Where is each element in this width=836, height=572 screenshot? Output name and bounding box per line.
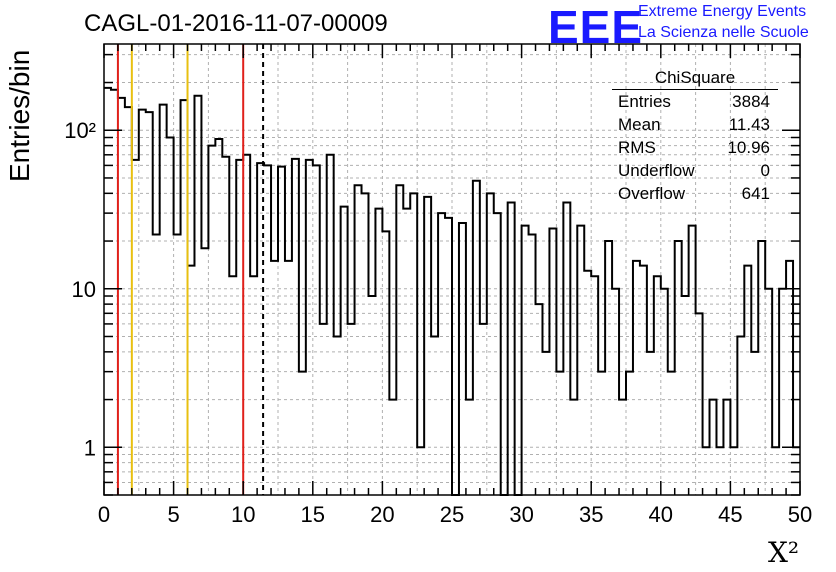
- stats-value: 10.96: [727, 138, 770, 157]
- x-tick-label: 20: [370, 502, 394, 527]
- x-tick-label: 5: [167, 502, 179, 527]
- stats-value: 0: [760, 161, 770, 180]
- eee-logo: EEE: [548, 1, 644, 53]
- brand-line-2: La Scienza nelle Scuole: [638, 24, 809, 41]
- y-tick-label: 1: [84, 435, 96, 460]
- x-tick-label: 50: [788, 502, 812, 527]
- stats-label: Entries: [618, 92, 671, 111]
- stats-row-underflow: Underflow 0: [612, 159, 780, 182]
- x-axis-label: X²: [768, 536, 800, 569]
- chart-title: CAGL-01-2016-11-07-00009: [84, 10, 388, 37]
- brand-line-1: Extreme Energy Events: [638, 3, 807, 20]
- stats-label: Underflow: [618, 161, 695, 180]
- x-tick-label: 30: [509, 502, 533, 527]
- y-axis-label: Entries/bin: [4, 49, 35, 182]
- stats-row-entries: Entries 3884: [612, 90, 780, 113]
- stats-box: ChiSquare Entries 3884 Mean 11.43 RMS 10.96…: [612, 68, 780, 205]
- stats-row-rms: RMS 10.96: [612, 136, 780, 159]
- x-tick-label: 40: [649, 502, 673, 527]
- x-tick-label: 10: [231, 502, 255, 527]
- stats-label: RMS: [618, 138, 656, 157]
- stats-label: Mean: [618, 115, 661, 134]
- x-tick-label: 15: [301, 502, 325, 527]
- stats-row-overflow: Overflow 641: [612, 182, 780, 205]
- x-tick-label: 45: [718, 502, 742, 527]
- y-tick-label: 10: [72, 277, 96, 302]
- histogram-series: [104, 86, 800, 496]
- x-tick-label: 35: [579, 502, 603, 527]
- stats-value: 641: [741, 184, 770, 203]
- stats-value: 11.43: [728, 115, 770, 134]
- stats-title: ChiSquare: [612, 68, 778, 90]
- x-tick-label: 0: [98, 502, 110, 527]
- stats-label: Overflow: [618, 184, 686, 203]
- stats-row-mean: Mean 11.43: [612, 113, 780, 136]
- x-tick-label: 25: [440, 502, 464, 527]
- y-tick-label: 10²: [64, 118, 96, 143]
- stats-value: 3884: [732, 92, 770, 111]
